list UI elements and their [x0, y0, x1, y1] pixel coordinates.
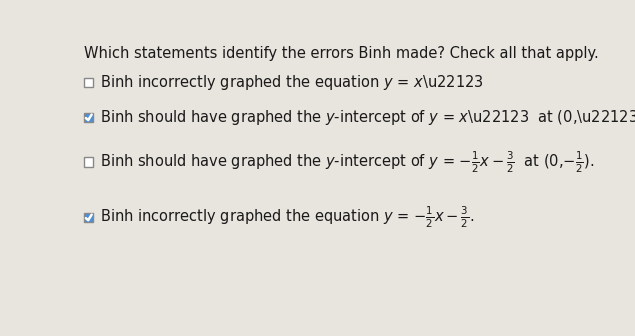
- Text: Binh should have graphed the $\it{y}$-intercept of $\it{y}$ = $\it{x}$\u22123  a: Binh should have graphed the $\it{y}$-in…: [100, 108, 635, 127]
- Text: Which statements identify the errors Binh made? Check all that apply.: Which statements identify the errors Bin…: [84, 46, 599, 61]
- FancyBboxPatch shape: [84, 157, 93, 167]
- FancyBboxPatch shape: [84, 213, 93, 222]
- FancyBboxPatch shape: [84, 113, 93, 122]
- Text: Binh incorrectly graphed the equation $\it{y}$ = $\it{x}$\u22123: Binh incorrectly graphed the equation $\…: [100, 73, 483, 92]
- FancyBboxPatch shape: [84, 78, 93, 87]
- Text: Binh incorrectly graphed the equation $\it{y}$ = $-\frac{1}{2}\it{x}-\frac{3}{2}: Binh incorrectly graphed the equation $\…: [100, 205, 474, 230]
- Text: Binh should have graphed the $\it{y}$-intercept of $\it{y}$ = $-\frac{1}{2}\it{x: Binh should have graphed the $\it{y}$-in…: [100, 149, 594, 175]
